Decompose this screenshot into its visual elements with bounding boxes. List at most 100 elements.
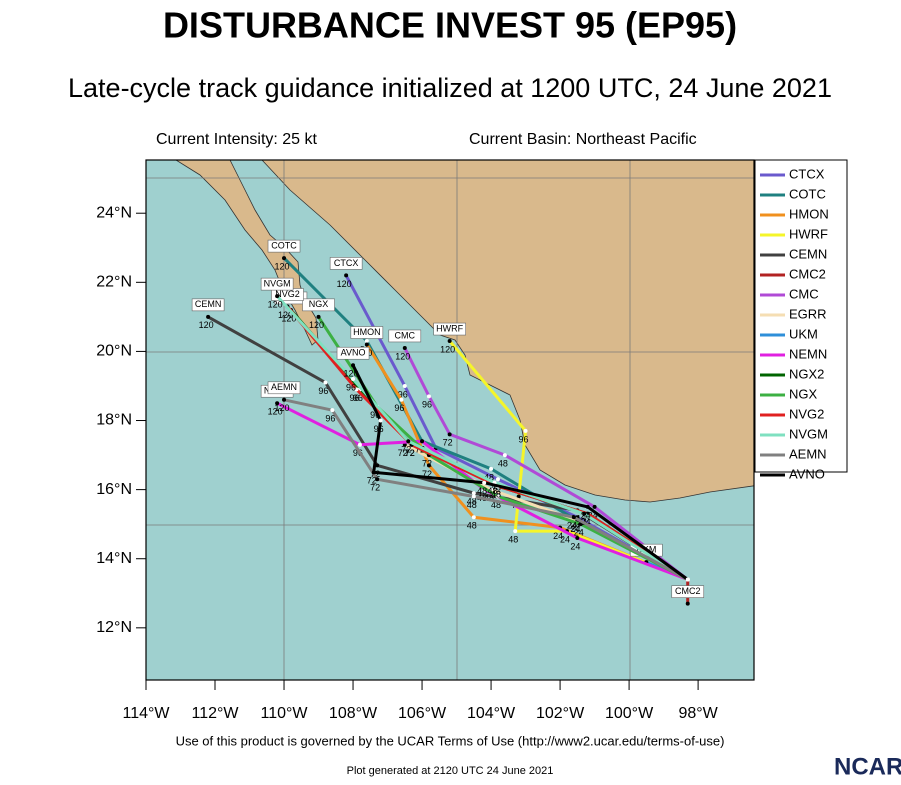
- x-tick-label: 108°W: [329, 705, 378, 722]
- title: DISTURBANCE INVEST 95 (EP95): [163, 5, 737, 46]
- track-point: [420, 439, 425, 444]
- y-tick-label: 14°N: [96, 550, 132, 567]
- end-label: HMON: [353, 327, 381, 337]
- legend-label: AEMN: [789, 446, 827, 461]
- legend-label: HWRF: [789, 226, 828, 241]
- hour-label: 24: [570, 524, 580, 534]
- track-point: [471, 491, 476, 496]
- hour-label: 96: [325, 414, 335, 424]
- end-label: CTCX: [334, 258, 359, 268]
- hour-label: 24: [581, 510, 591, 520]
- hour-label: 48: [467, 500, 477, 510]
- track-point: [495, 477, 500, 482]
- track-point: [330, 408, 335, 413]
- hour-label: 48: [491, 500, 501, 510]
- hour-label: 96: [394, 403, 404, 413]
- legend-label: CTCX: [789, 166, 825, 181]
- legend-label: EGRR: [789, 306, 827, 321]
- track: [275, 295, 689, 581]
- track-point: [685, 601, 690, 606]
- x-tick-label: 102°W: [536, 705, 585, 722]
- hour-label: 24: [553, 531, 563, 541]
- hour-label: 96: [374, 424, 384, 434]
- hour-label: 120: [268, 407, 283, 417]
- end-label-box: [329, 257, 363, 270]
- hour-label: 120: [281, 313, 296, 323]
- track-point: [378, 418, 383, 423]
- hour-label: 96: [346, 382, 356, 392]
- track-point: [344, 273, 349, 278]
- track-point: [575, 535, 580, 540]
- legend-label: CMC2: [789, 266, 826, 281]
- footer: Use of this product is governed by the U…: [176, 733, 725, 748]
- x-tick-label: 106°W: [398, 705, 447, 722]
- legend-label: CMC: [789, 286, 819, 301]
- track-point: [523, 428, 528, 433]
- hour-label: 96: [349, 393, 359, 403]
- track-point: [426, 463, 431, 468]
- map: 24 48 72 96 120 CTCX 24 48 72 96 120 COTC 24 48 72 96 12…: [146, 160, 754, 680]
- hour-label: 96: [318, 386, 328, 396]
- track-point: [375, 477, 380, 482]
- track-point: [447, 432, 452, 437]
- hour-label: 24: [574, 528, 584, 538]
- track-point: [582, 511, 587, 516]
- end-label-box: [191, 298, 225, 312]
- track-point: [399, 397, 404, 402]
- hour-label: 48: [491, 490, 501, 500]
- legend-label: NEMN: [789, 346, 827, 361]
- y-tick-label: 16°N: [96, 481, 132, 498]
- end-label: NGX: [309, 299, 329, 309]
- track-point: [282, 256, 287, 261]
- end-label: AVNO: [341, 348, 366, 358]
- legend-label: NVGM: [789, 426, 828, 441]
- legend-label: UKM: [789, 326, 818, 341]
- legend-label: HMON: [789, 206, 829, 221]
- hour-label: 72: [401, 445, 411, 455]
- track-point: [275, 294, 280, 299]
- track: [283, 398, 689, 581]
- track-point: [402, 345, 407, 350]
- x-tick-label: 110°W: [261, 705, 309, 722]
- track: [286, 305, 689, 581]
- end-label: COTC: [271, 241, 297, 251]
- hour-label: 96: [353, 393, 363, 403]
- hour-label: 96: [398, 389, 408, 399]
- logo: NCAR: [834, 753, 901, 780]
- hour-label: 48: [488, 486, 498, 496]
- legend-label: NGX: [789, 386, 818, 401]
- hour-label: 48: [484, 472, 494, 482]
- end-label: CMC2: [675, 586, 701, 596]
- track-point: [426, 394, 431, 399]
- track: [403, 347, 689, 581]
- hour-label: 24: [570, 521, 580, 531]
- hour-label: 120: [395, 351, 410, 361]
- track-point: [495, 494, 500, 499]
- track-point: [282, 397, 287, 402]
- hour-label: 48: [484, 493, 494, 503]
- end-label-box: [336, 346, 370, 360]
- track-point: [585, 504, 590, 509]
- end-label-box: [267, 239, 301, 253]
- end-label-box: [671, 585, 705, 598]
- track-point: [447, 339, 452, 344]
- end-label-box: [433, 322, 466, 336]
- hour-label: 48: [491, 483, 501, 493]
- y-tick-label: 20°N: [96, 343, 132, 360]
- track-point: [351, 377, 356, 382]
- legend-label: NVG2: [789, 406, 824, 421]
- end-label-box: [267, 381, 301, 395]
- hour-label: 120: [199, 320, 214, 330]
- track-point: [206, 314, 211, 319]
- y-tick-label: 18°N: [96, 412, 132, 429]
- track-point: [316, 314, 321, 319]
- track-point: [357, 442, 362, 447]
- hour-label: 48: [508, 534, 518, 544]
- hour-label: 48: [467, 496, 477, 506]
- track-point: [323, 380, 328, 385]
- hour-label: 72: [422, 458, 432, 468]
- x-tick-label: 112°W: [192, 705, 240, 722]
- hour-label: 24: [567, 521, 577, 531]
- hour-label: 96: [370, 410, 380, 420]
- hour-label: 72: [405, 448, 415, 458]
